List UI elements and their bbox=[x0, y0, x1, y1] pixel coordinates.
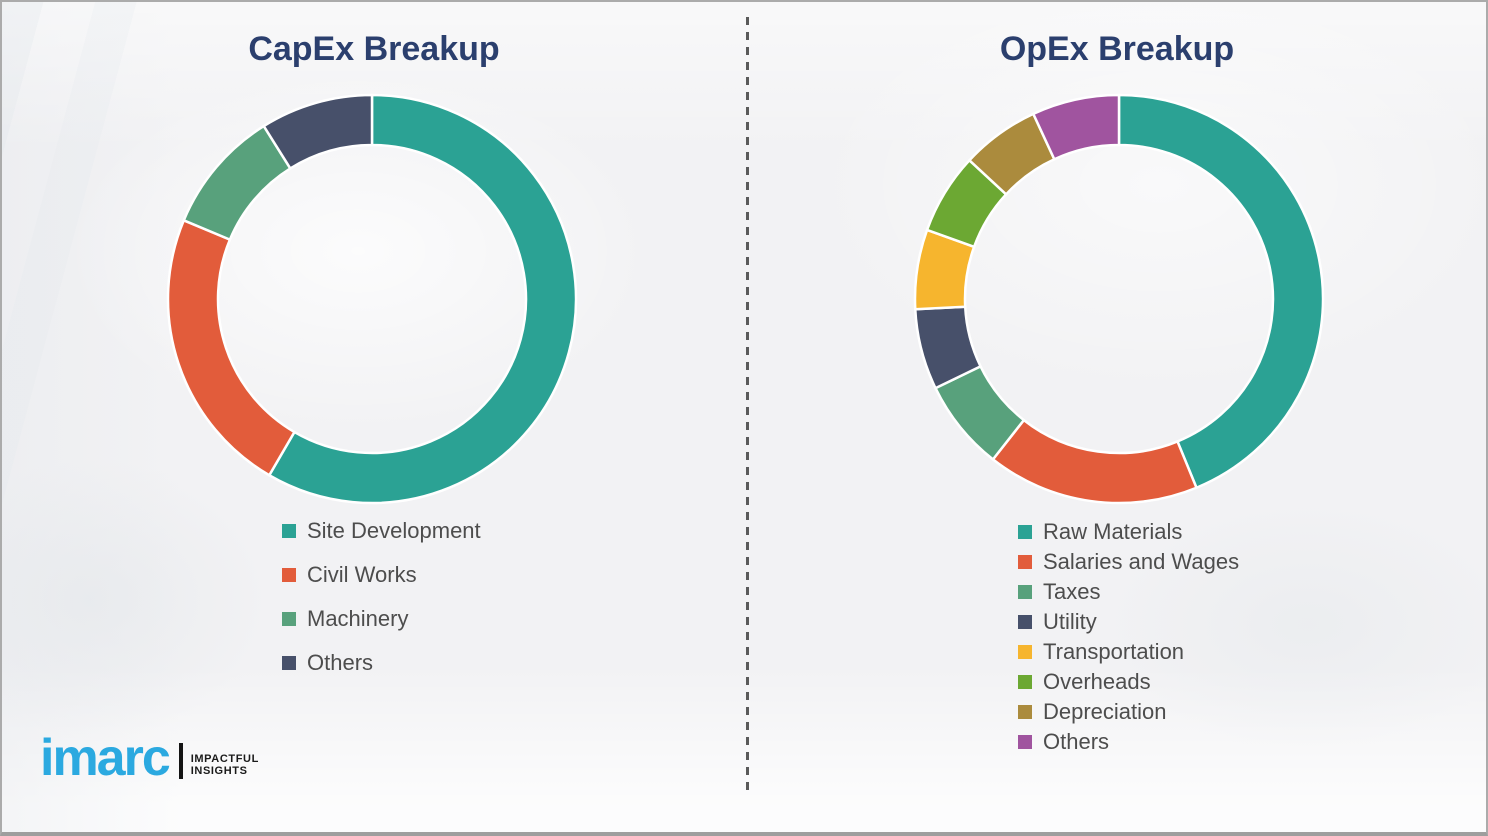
imarc-logo: imarc Impactful Insights bbox=[40, 729, 259, 787]
imarc-logo-wordmark: imarc bbox=[40, 729, 171, 787]
legend-item-transportation: Transportation bbox=[1018, 637, 1239, 667]
capex-donut-chart bbox=[166, 93, 578, 505]
donut-segment-site-development bbox=[268, 93, 578, 505]
legend-label: Overheads bbox=[1043, 669, 1151, 694]
legend-label: Others bbox=[307, 650, 374, 675]
imarc-logo-tagline: Impactful Insights bbox=[191, 753, 259, 778]
legend-label: Transportation bbox=[1043, 639, 1185, 664]
legend-marker bbox=[1018, 645, 1032, 659]
opex-chart-title: OpEx Breakup bbox=[999, 30, 1235, 68]
donut-segment-others bbox=[262, 93, 374, 170]
legend-item-raw-materials: Raw Materials bbox=[1018, 517, 1239, 547]
opex-legend: Raw Materials Salaries and Wages Taxes Util… bbox=[1018, 517, 1239, 757]
imarc-tagline-line1: Impactful bbox=[190, 752, 259, 765]
legend-label: Raw Materials bbox=[1043, 519, 1183, 544]
donut-segment-others bbox=[1032, 93, 1121, 161]
legend-item-salaries-and-wages: Salaries and Wages bbox=[1018, 547, 1239, 577]
legend-item-site-development: Site Development bbox=[282, 509, 481, 553]
capex-chart-title: CapEx Breakup bbox=[248, 30, 500, 68]
legend-label: Utility bbox=[1043, 609, 1097, 634]
donut-segment-salaries-and-wages bbox=[991, 418, 1198, 505]
legend-label: Others bbox=[1043, 729, 1110, 754]
imarc-logo-divider-bar bbox=[178, 742, 183, 779]
opex-donut-chart bbox=[913, 93, 1325, 505]
legend-marker bbox=[282, 612, 296, 626]
legend-marker bbox=[1018, 525, 1032, 539]
legend-marker bbox=[1018, 675, 1032, 689]
legend-label: Depreciation bbox=[1043, 699, 1167, 724]
legend-marker bbox=[282, 524, 296, 538]
legend-label: Site Development bbox=[307, 518, 481, 543]
dashed-divider-line bbox=[746, 17, 749, 795]
imarc-tagline-line2: Insights bbox=[190, 765, 248, 778]
legend-marker bbox=[282, 656, 296, 670]
legend-item-others: Others bbox=[1018, 727, 1239, 757]
legend-item-utility: Utility bbox=[1018, 607, 1239, 637]
legend-item-civil-works: Civil Works bbox=[282, 553, 481, 597]
donut-segment-raw-materials bbox=[1117, 93, 1325, 489]
legend-item-depreciation: Depreciation bbox=[1018, 697, 1239, 727]
legend-marker bbox=[1018, 735, 1032, 749]
legend-item-machinery: Machinery bbox=[282, 597, 481, 641]
legend-label: Civil Works bbox=[307, 562, 417, 587]
legend-item-taxes: Taxes bbox=[1018, 577, 1239, 607]
legend-marker bbox=[1018, 705, 1032, 719]
legend-item-others: Others bbox=[282, 641, 481, 685]
legend-label: Salaries and Wages bbox=[1043, 549, 1240, 574]
legend-label: Taxes bbox=[1043, 579, 1101, 604]
legend-label: Machinery bbox=[307, 606, 409, 631]
legend-item-overheads: Overheads bbox=[1018, 667, 1239, 697]
legend-marker bbox=[1018, 555, 1032, 569]
capex-legend: Site Development Civil Works Machinery Othe… bbox=[282, 509, 481, 685]
donut-segment-civil-works bbox=[166, 219, 296, 477]
legend-marker bbox=[1018, 615, 1032, 629]
legend-marker bbox=[1018, 585, 1032, 599]
legend-marker bbox=[282, 568, 296, 582]
